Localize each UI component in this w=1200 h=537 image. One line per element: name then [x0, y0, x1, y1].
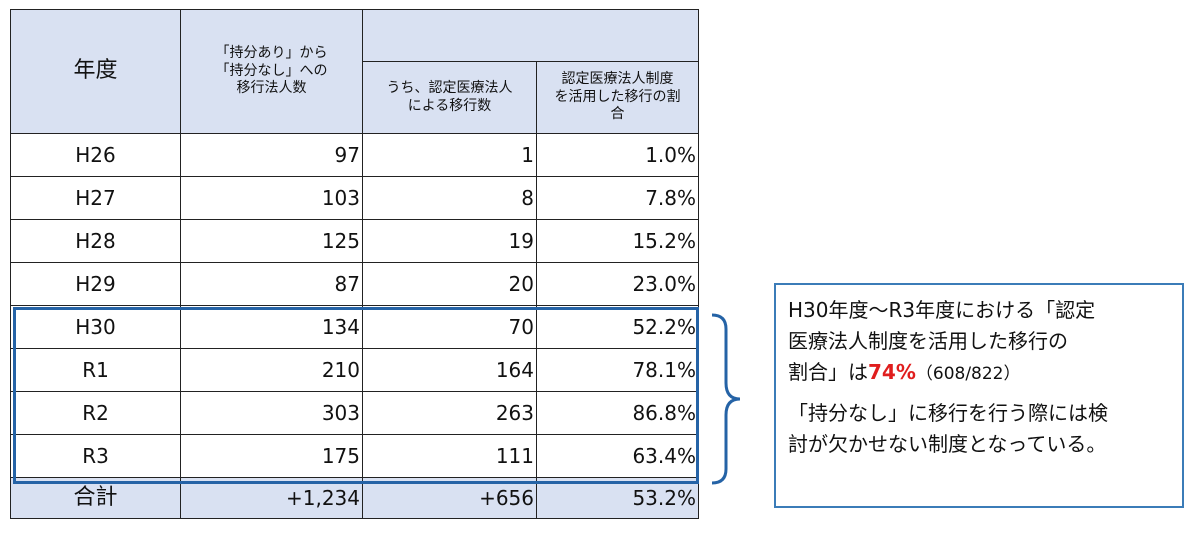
- header-certified-line-2: による移行数: [407, 97, 492, 114]
- ratio-cell: 7.8%: [536, 176, 699, 220]
- header-certified-line-1: うち、認定医療法人: [386, 80, 513, 96]
- year-cell: H26: [10, 133, 181, 177]
- year-cell: H29: [10, 262, 181, 306]
- callout-line-1: H30年度～R3年度における「認定: [788, 298, 1096, 322]
- transitions-cell: 175: [180, 434, 363, 478]
- ratio-cell: 15.2%: [536, 219, 699, 263]
- ratio-cell: 1.0%: [536, 133, 699, 177]
- year-cell: H27: [10, 176, 181, 220]
- transitions-cell: 303: [180, 391, 363, 435]
- table-row: R3 175 111 63.4%: [10, 434, 699, 478]
- certified-cell: 111: [362, 434, 537, 478]
- header-ratio-line-2: を活用した移行の割: [554, 88, 681, 105]
- transitions-cell: 87: [180, 262, 363, 306]
- callout-paragraph-2: 「持分なし」に移行を行う際には検 討が欠かせない制度となっている。: [788, 398, 1170, 460]
- table-row: H28 125 19 15.2%: [10, 219, 699, 263]
- summary-callout: H30年度～R3年度における「認定 医療法人制度を活用した移行の 割合」は74%…: [774, 283, 1184, 508]
- transitions-cell: 125: [180, 219, 363, 263]
- table-row: R1 210 164 78.1%: [10, 348, 699, 392]
- total-row: 合計 +1,234 +656 53.2%: [10, 477, 699, 519]
- transitions-cell: 134: [180, 305, 363, 349]
- certified-cell: 20: [362, 262, 537, 306]
- callout-paragraph-1: H30年度～R3年度における「認定 医療法人制度を活用した移行の 割合」は74%…: [788, 295, 1170, 388]
- callout-line-2: 医療法人制度を活用した移行の: [788, 329, 1068, 353]
- header-transitions-line-3: 移行法人数: [236, 80, 307, 97]
- header-year: 年度: [10, 9, 181, 134]
- year-cell: R3: [10, 434, 181, 478]
- year-cell: R2: [10, 391, 181, 435]
- callout-line-4: 「持分なし」に移行を行う際には検: [788, 401, 1108, 425]
- header-ratio-line-3: 合: [610, 106, 625, 123]
- year-cell: H28: [10, 219, 181, 263]
- certified-cell: 8: [362, 176, 537, 220]
- ratio-cell: 52.2%: [536, 305, 699, 349]
- header-transitions-line-2: 「持分なし」への: [215, 62, 328, 79]
- year-cell: R1: [10, 348, 181, 392]
- ratio-cell: 23.0%: [536, 262, 699, 306]
- highlight-percentage: 74%: [868, 360, 916, 384]
- callout-ratio-detail: （608/822）: [915, 364, 1021, 384]
- header-transitions: 「持分あり」から 「持分なし」への 移行法人数: [180, 9, 363, 134]
- total-label: 合計: [10, 477, 181, 519]
- year-cell: H30: [10, 305, 181, 349]
- certified-cell: 70: [362, 305, 537, 349]
- certified-cell: 263: [362, 391, 537, 435]
- table-row: R2 303 263 86.8%: [10, 391, 699, 435]
- certified-cell: 19: [362, 219, 537, 263]
- ratio-cell: 78.1%: [536, 348, 699, 392]
- total-transitions: +1,234: [180, 477, 363, 519]
- ratio-cell: 86.8%: [536, 391, 699, 435]
- ratio-cell: 63.4%: [536, 434, 699, 478]
- transitions-cell: 97: [180, 133, 363, 177]
- certified-cell: 164: [362, 348, 537, 392]
- table-row: H29 87 20 23.0%: [10, 262, 699, 306]
- total-ratio: 53.2%: [536, 477, 699, 519]
- table-row: H26 97 1 1.0%: [10, 133, 699, 177]
- header-spacer: [362, 9, 699, 62]
- curly-brace-icon: [711, 313, 741, 485]
- callout-line-5: 討が欠かせない制度となっている。: [788, 432, 1107, 456]
- total-certified: +656: [362, 477, 537, 519]
- header-ratio: 認定医療法人制度 を活用した移行の割 合: [536, 61, 699, 134]
- table-row: H27 103 8 7.8%: [10, 176, 699, 220]
- certified-cell: 1: [362, 133, 537, 177]
- callout-line-3-prefix: 割合」は: [788, 360, 868, 384]
- table-row: H30 134 70 52.2%: [10, 305, 699, 349]
- header-transitions-line-1: 「持分あり」から: [215, 45, 328, 62]
- transition-table: 年度 「持分あり」から 「持分なし」への 移行法人数 うち、認定医療法人 による…: [10, 9, 699, 519]
- transitions-cell: 210: [180, 348, 363, 392]
- header-ratio-line-1: 認定医療法人制度: [561, 71, 674, 88]
- header-certified: うち、認定医療法人 による移行数: [362, 61, 537, 134]
- transitions-cell: 103: [180, 176, 363, 220]
